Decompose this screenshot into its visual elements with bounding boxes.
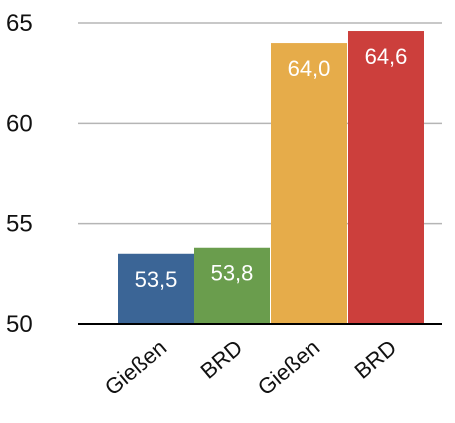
y-tick-label: 55 bbox=[6, 211, 33, 238]
y-tick-label: 50 bbox=[6, 311, 33, 338]
y-tick-label: 60 bbox=[6, 110, 33, 137]
bar-4 bbox=[348, 31, 424, 324]
labels: 50 55 60 65 53,5 Gießen 53,8 BRD 64,0 Gießen 64,6 B… bbox=[6, 10, 407, 400]
bar-value-label: 64,0 bbox=[288, 56, 331, 81]
bar-2 bbox=[194, 247, 270, 324]
bar-value-label: 53,5 bbox=[135, 267, 178, 292]
bar-value-label: 53,8 bbox=[211, 261, 254, 286]
x-category-label: BRD bbox=[350, 335, 402, 384]
bars bbox=[118, 31, 424, 325]
bar-1 bbox=[118, 253, 194, 324]
x-category-label: Gießen bbox=[253, 335, 324, 401]
x-category-label: BRD bbox=[196, 335, 248, 384]
bar-value-label: 64,6 bbox=[365, 44, 408, 69]
bar-3 bbox=[271, 43, 347, 325]
y-tick-label: 65 bbox=[6, 10, 33, 37]
x-category-label: Gießen bbox=[100, 335, 171, 401]
